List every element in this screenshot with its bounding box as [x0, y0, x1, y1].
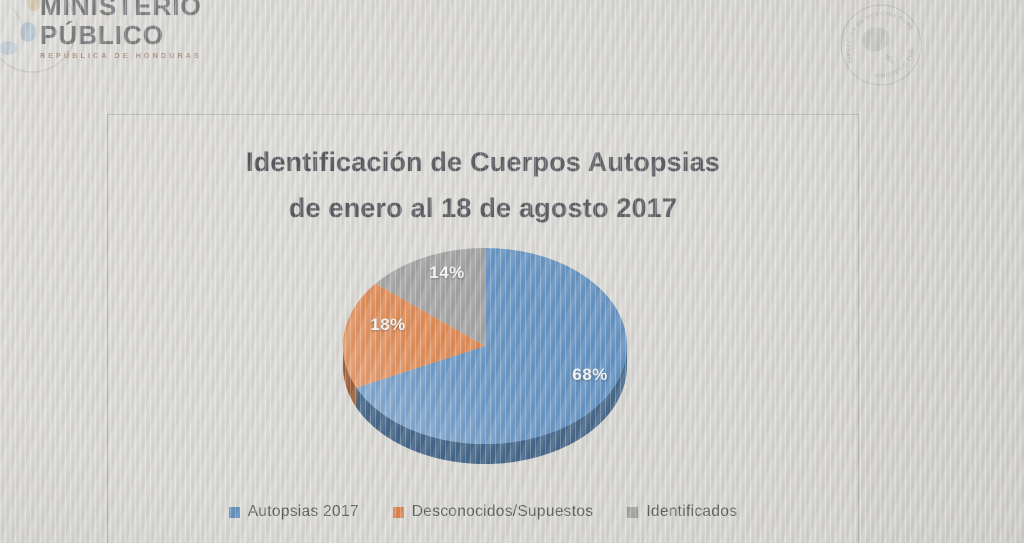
chart-legend: Autopsias 2017 Desconocidos/Supuestos Id…	[108, 503, 858, 521]
legend-swatch-orange-icon	[392, 506, 404, 518]
pie-side-walls	[343, 346, 627, 464]
org-name-line1: MINISTERIO	[40, 0, 202, 21]
data-label-desconocidos: 18%	[370, 315, 406, 334]
pie-wall-autopsias	[356, 346, 627, 464]
legend-label-autopsias-2017: Autopsias 2017	[247, 503, 359, 520]
chart-title: Identificación de Cuerpos Autopsias de e…	[108, 139, 858, 231]
seal-map-shape	[861, 27, 890, 52]
pie-top-surface	[342, 248, 628, 444]
legend-item-desconocidos-supuestos: Desconocidos/Supuestos	[392, 503, 594, 521]
legend-swatch-gray	[627, 506, 639, 518]
chart-title-line1: Identificación de Cuerpos Autopsias	[245, 147, 721, 177]
pie-wall-shading	[343, 346, 627, 464]
org-branding: MINISTERIO PÚBLICO REPÚBLICA DE HONDURAS	[40, 0, 202, 60]
legend-label-desconocidos-supuestos: Desconocidos/Supuestos	[411, 503, 594, 520]
legend-label-identificados: Identificados	[646, 503, 738, 520]
data-label-identificados: 14%	[429, 263, 465, 282]
pie-wall-desconocidos	[343, 346, 357, 408]
legend-swatch-gray-icon	[627, 506, 639, 518]
ministerio-publico-logo-icon	[0, 0, 77, 73]
legend-swatch-blue	[228, 506, 240, 518]
org-name-line2: PÚBLICO	[40, 20, 164, 50]
org-tagline: REPÚBLICA DE HONDURAS	[40, 53, 202, 60]
pie-lighting-overlay	[343, 248, 627, 444]
legend-swatch-blue-icon	[228, 506, 240, 518]
legend-item-identificados: Identificados	[627, 503, 737, 521]
legend-item-autopsias-2017: Autopsias 2017	[228, 503, 359, 521]
pie-data-labels: 14% 18% 68%	[370, 263, 608, 384]
legend-swatch-orange	[392, 506, 404, 518]
data-label-autopsias: 68%	[572, 365, 608, 384]
forensic-seal-icon: DIRECCION DE MEDICINA FORENSE MINISTERIO…	[832, 0, 922, 87]
chart-title-line2: de enero al 18 de agosto 2017	[288, 193, 678, 223]
